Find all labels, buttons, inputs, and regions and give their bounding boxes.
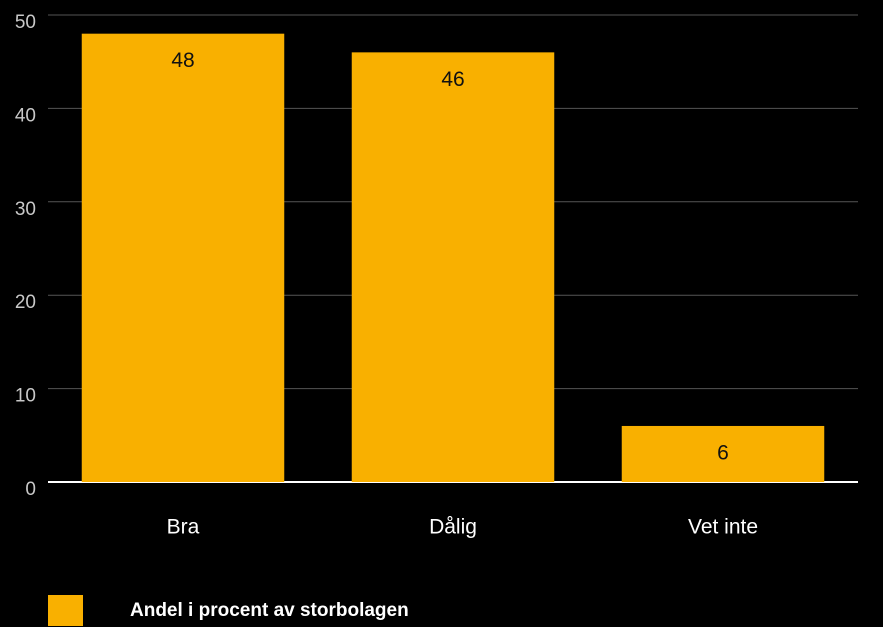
legend-swatch bbox=[48, 595, 83, 626]
y-tick-label: 40 bbox=[15, 105, 36, 126]
data-label: 48 bbox=[171, 49, 194, 72]
y-tick-label: 50 bbox=[15, 12, 36, 33]
x-tick-label: Dålig bbox=[429, 516, 477, 539]
data-label: 46 bbox=[441, 68, 464, 91]
bar bbox=[621, 425, 825, 482]
y-tick-label: 0 bbox=[25, 479, 36, 500]
bar bbox=[81, 33, 285, 483]
bar bbox=[351, 52, 555, 483]
y-tick-label: 10 bbox=[15, 386, 36, 407]
data-label: 6 bbox=[717, 442, 729, 465]
y-tick-label: 20 bbox=[15, 292, 36, 313]
y-tick-label: 30 bbox=[15, 199, 36, 220]
x-tick-label: Bra bbox=[167, 516, 200, 539]
x-tick-label: Vet inte bbox=[688, 516, 758, 539]
legend-label: Andel i procent av storbolagen bbox=[130, 600, 409, 621]
